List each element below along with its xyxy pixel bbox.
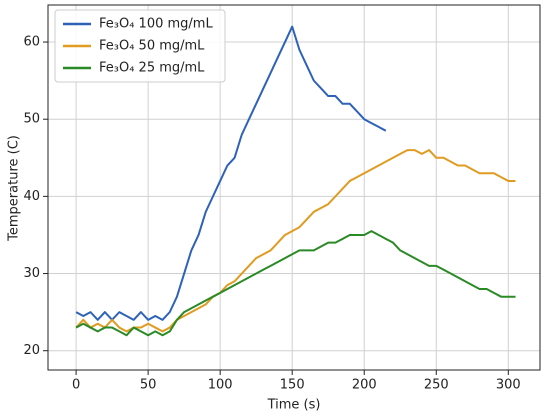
legend-label: Fe₃O₄ 100 mg/mL bbox=[99, 17, 213, 32]
x-tick-label: 250 bbox=[424, 378, 449, 393]
legend-label: Fe₃O₄ 25 mg/mL bbox=[99, 61, 205, 76]
x-tick-label: 0 bbox=[72, 378, 80, 393]
y-tick-label: 50 bbox=[23, 112, 40, 127]
x-tick-label: 200 bbox=[352, 378, 377, 393]
legend-box bbox=[54, 9, 226, 83]
y-tick-label: 20 bbox=[23, 343, 40, 358]
data-line bbox=[75, 25, 387, 321]
y-axis-label: Temperature (C) bbox=[7, 135, 22, 242]
data-line bbox=[75, 149, 516, 333]
x-tick-label: 300 bbox=[496, 378, 521, 393]
y-tick-label: 40 bbox=[23, 189, 40, 204]
data-line bbox=[75, 230, 516, 337]
x-tick-label: 50 bbox=[140, 378, 157, 393]
y-tick-label: 30 bbox=[23, 266, 40, 281]
y-tick-label: 60 bbox=[23, 35, 40, 50]
legend-label: Fe₃O₄ 50 mg/mL bbox=[99, 39, 205, 54]
plot-frame bbox=[47, 4, 541, 371]
x-axis-label: Time (s) bbox=[267, 398, 321, 413]
x-tick-label: 150 bbox=[280, 378, 305, 393]
x-tick-label: 100 bbox=[208, 378, 233, 393]
